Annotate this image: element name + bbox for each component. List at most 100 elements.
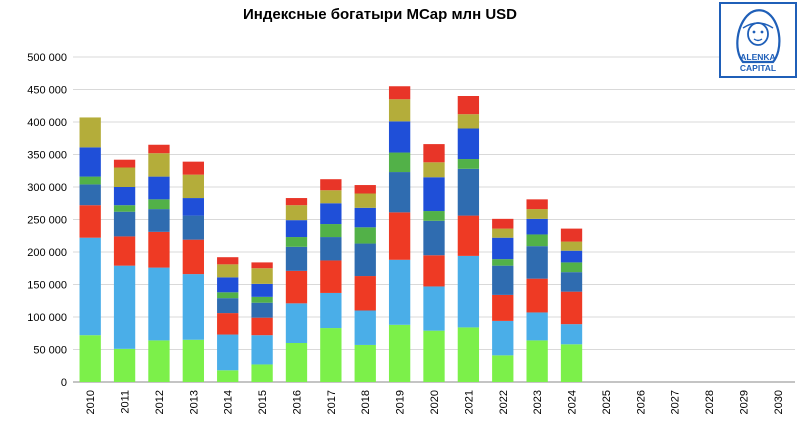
- bar-segment-2016-s1: [285, 303, 308, 343]
- bar-segment-2012-s6: [148, 153, 170, 177]
- y-tick-label: 450 000: [27, 85, 67, 97]
- bar-segment-2020-s5: [423, 177, 445, 212]
- bar-segment-2013-s2: [182, 239, 204, 275]
- x-tick-label: 2011: [120, 390, 132, 414]
- bar-segment-2020-s6: [423, 162, 445, 178]
- bar-segment-2023-s5: [526, 218, 548, 235]
- bar-segment-2016-s5: [285, 220, 308, 238]
- x-tick-label: 2025: [601, 390, 613, 414]
- bar-segment-2010-s2: [79, 205, 101, 238]
- bar-segment-2022-s4: [492, 259, 514, 266]
- bar-segment-2014-s5: [217, 277, 239, 293]
- bar-segment-2022-s3: [492, 265, 514, 295]
- x-tick-label: 2016: [291, 390, 303, 414]
- bar-segment-2023-s6: [526, 209, 548, 219]
- x-tick-label: 2010: [85, 390, 97, 414]
- bar-segment-2017-s0: [320, 328, 342, 382]
- bar-segment-2018-s0: [354, 344, 376, 382]
- bar-segment-2013-s6: [182, 174, 204, 199]
- bar-segment-2013-s1: [182, 274, 204, 340]
- y-tick-label: 350 000: [27, 150, 67, 162]
- bar-segment-2011-s3: [113, 211, 136, 237]
- bar-stacks: [79, 86, 583, 382]
- y-tick-label: 100 000: [27, 312, 67, 324]
- y-axis: 0 50 000 100 000 150 000 200 000 250 000 300 0…: [27, 52, 67, 389]
- bar-segment-2016-s6: [285, 205, 308, 221]
- bar-segment-2013-s7: [182, 161, 204, 175]
- x-axis: 2010 2011 2012 2013 2014 2015 2016 2017 2018 2019…: [85, 390, 785, 414]
- bar-segment-2023-s1: [526, 312, 548, 341]
- bar-segment-2017-s7: [320, 179, 342, 191]
- y-tick-label: 200 000: [27, 247, 67, 259]
- bar-segment-2019-s3: [388, 172, 411, 213]
- bar-segment-2014-s6: [217, 264, 239, 278]
- bar-segment-2014-s0: [217, 370, 239, 382]
- bar-segment-2018-s4: [354, 227, 376, 244]
- bar-segment-2017-s3: [320, 237, 342, 261]
- bar-segment-2010-s0: [79, 335, 101, 382]
- bar-segment-2017-s1: [320, 292, 342, 329]
- bar-segment-2023-s0: [526, 340, 548, 382]
- bar-segment-2012-s3: [148, 209, 170, 232]
- bar-segment-2012-s4: [148, 199, 170, 210]
- bar-segment-2021-s1: [457, 255, 480, 328]
- bar-segment-2022-s6: [492, 228, 514, 238]
- x-tick-label: 2019: [395, 390, 407, 414]
- bar-segment-2015-s5: [251, 283, 273, 297]
- bar-segment-2014-s1: [217, 334, 239, 371]
- y-tick-label: 0: [61, 377, 67, 389]
- y-tick-label: 250 000: [27, 215, 67, 227]
- bar-segment-2022-s5: [492, 237, 514, 260]
- bar-segment-2011-s5: [113, 187, 136, 206]
- bar-segment-2015-s2: [251, 317, 273, 336]
- bar-segment-2019-s5: [388, 121, 411, 153]
- bar-segment-2023-s4: [526, 234, 548, 247]
- bar-segment-2021-s5: [457, 128, 480, 160]
- bar-segment-2019-s4: [388, 152, 411, 173]
- bar-segment-2012-s7: [148, 144, 170, 154]
- bar-segment-2016-s7: [285, 198, 308, 206]
- x-tick-label: 2029: [738, 390, 750, 414]
- bar-segment-2024-s1: [560, 324, 583, 345]
- bar-segment-2011-s7: [113, 159, 136, 168]
- x-tick-label: 2014: [223, 390, 235, 414]
- bar-segment-2018-s7: [354, 185, 376, 194]
- bar-segment-2020-s3: [423, 220, 445, 256]
- bar-segment-2022-s0: [492, 355, 514, 382]
- bar-segment-2012-s0: [148, 340, 170, 382]
- bar-segment-2024-s7: [560, 228, 583, 242]
- x-tick-label: 2030: [773, 390, 785, 414]
- y-tick-label: 50 000: [33, 345, 67, 357]
- bar-segment-2018-s5: [354, 207, 376, 228]
- bar-segment-2016-s2: [285, 270, 308, 304]
- bar-segment-2014-s4: [217, 292, 239, 299]
- bar-segment-2021-s4: [457, 159, 480, 169]
- x-tick-label: 2023: [532, 390, 544, 414]
- bar-segment-2021-s7: [457, 96, 480, 115]
- bar-segment-2011-s2: [113, 236, 136, 266]
- logo-line2: CAPITAL: [740, 63, 776, 73]
- bar-segment-2019-s7: [388, 86, 411, 100]
- bar-segment-2011-s6: [113, 167, 136, 187]
- bar-segment-2021-s2: [457, 215, 480, 256]
- x-tick-label: 2017: [326, 390, 338, 414]
- x-tick-label: 2018: [360, 390, 372, 414]
- bar-segment-2014-s7: [217, 257, 239, 265]
- bar-segment-2024-s6: [560, 241, 583, 251]
- bar-segment-2010-s4: [79, 176, 101, 185]
- y-tick-label: 150 000: [27, 280, 67, 292]
- bar-segment-2015-s4: [251, 296, 273, 303]
- y-tick-label: 400 000: [27, 117, 67, 129]
- x-tick-label: 2028: [704, 390, 716, 414]
- bar-segment-2012-s5: [148, 176, 170, 200]
- bar-segment-2023-s2: [526, 278, 548, 313]
- bar-segment-2019-s6: [388, 99, 411, 122]
- x-tick-label: 2022: [498, 390, 510, 414]
- bar-segment-2016-s0: [285, 343, 308, 382]
- bar-segment-2010-s5: [79, 147, 101, 177]
- bar-segment-2015-s0: [251, 364, 273, 382]
- bar-segment-2017-s5: [320, 203, 342, 225]
- bar-segment-2020-s1: [423, 286, 445, 331]
- bar-segment-2019-s1: [388, 259, 411, 325]
